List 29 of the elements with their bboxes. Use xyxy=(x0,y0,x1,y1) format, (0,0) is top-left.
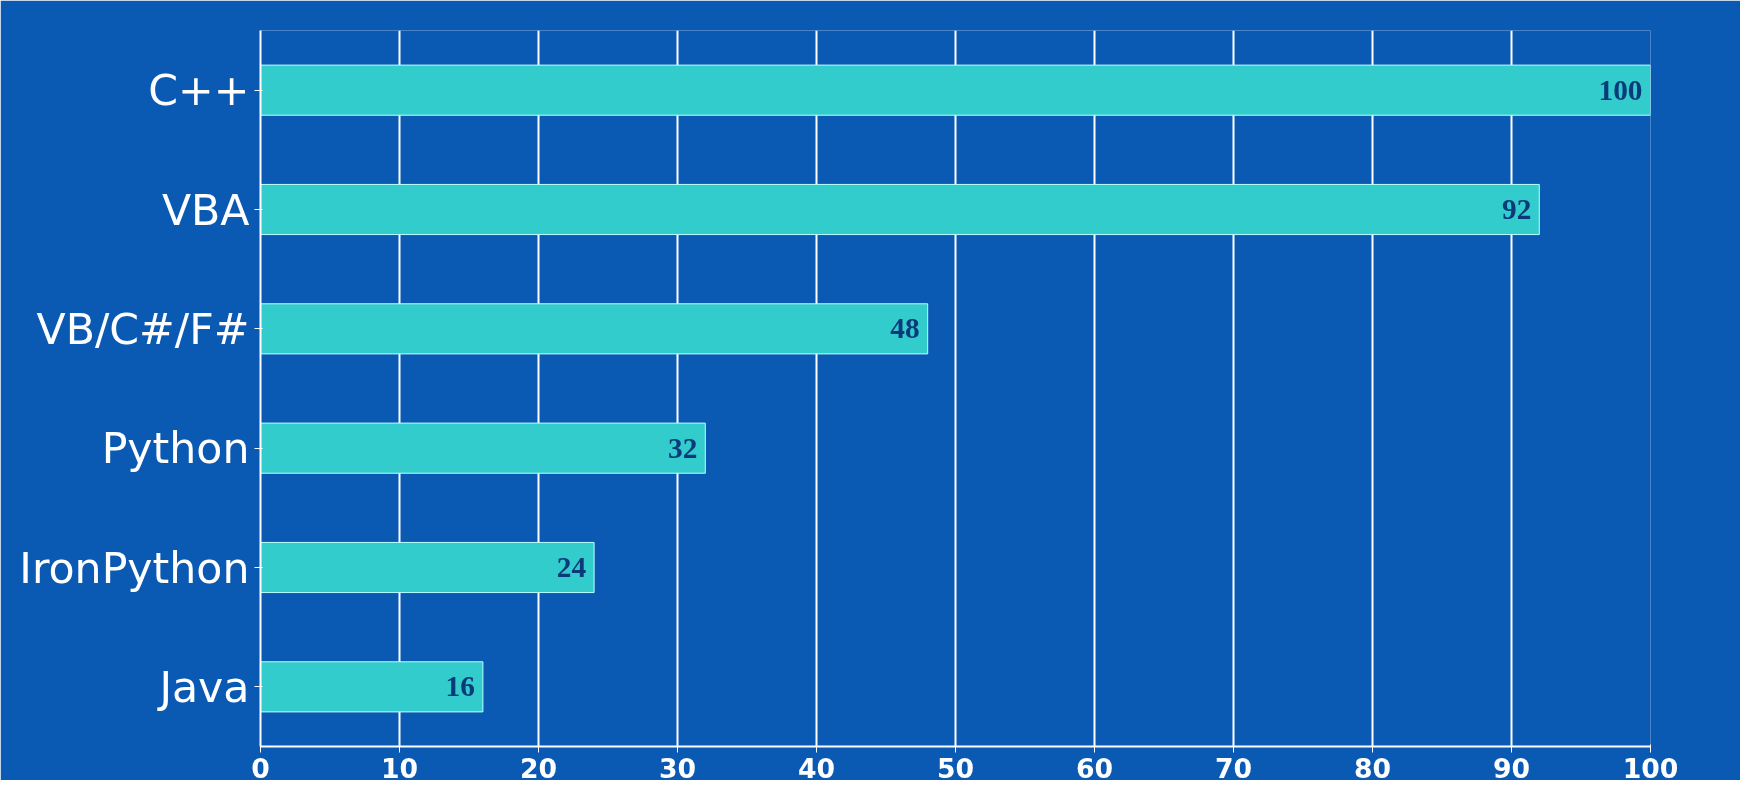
bar xyxy=(260,661,484,713)
y-tick-label: Java xyxy=(156,661,250,712)
x-tick-label: 60 xyxy=(1075,752,1114,784)
y-tick-label: IronPython xyxy=(19,542,250,593)
bar xyxy=(260,64,1651,116)
data-label: 48 xyxy=(890,312,920,345)
data-label: 100 xyxy=(1598,73,1643,106)
x-tick-label: 40 xyxy=(797,752,836,784)
x-tick-label: 100 xyxy=(1622,752,1679,784)
data-label: 16 xyxy=(445,670,475,703)
y-tick-label: VBA xyxy=(161,184,250,235)
x-tick-label: 0 xyxy=(251,752,270,784)
bar xyxy=(260,183,1540,236)
y-tick-label: C++ xyxy=(148,65,250,116)
y-tick-label: Python xyxy=(101,423,250,474)
x-tick-label: 30 xyxy=(658,752,697,784)
bar xyxy=(260,303,929,355)
y-tick-label: VB/C#/F# xyxy=(36,303,250,354)
x-tick-label: 70 xyxy=(1214,752,1253,784)
data-label: 92 xyxy=(1501,193,1532,225)
x-tick-label: 90 xyxy=(1492,752,1531,784)
x-tick-label: 10 xyxy=(380,752,419,784)
x-tick-label: 50 xyxy=(936,752,975,784)
x-tick-label: 20 xyxy=(519,752,558,784)
x-tick-label: 80 xyxy=(1353,752,1392,784)
bar xyxy=(260,422,706,474)
data-label: 24 xyxy=(556,551,587,583)
data-label: 32 xyxy=(667,431,698,464)
bar xyxy=(260,541,595,594)
